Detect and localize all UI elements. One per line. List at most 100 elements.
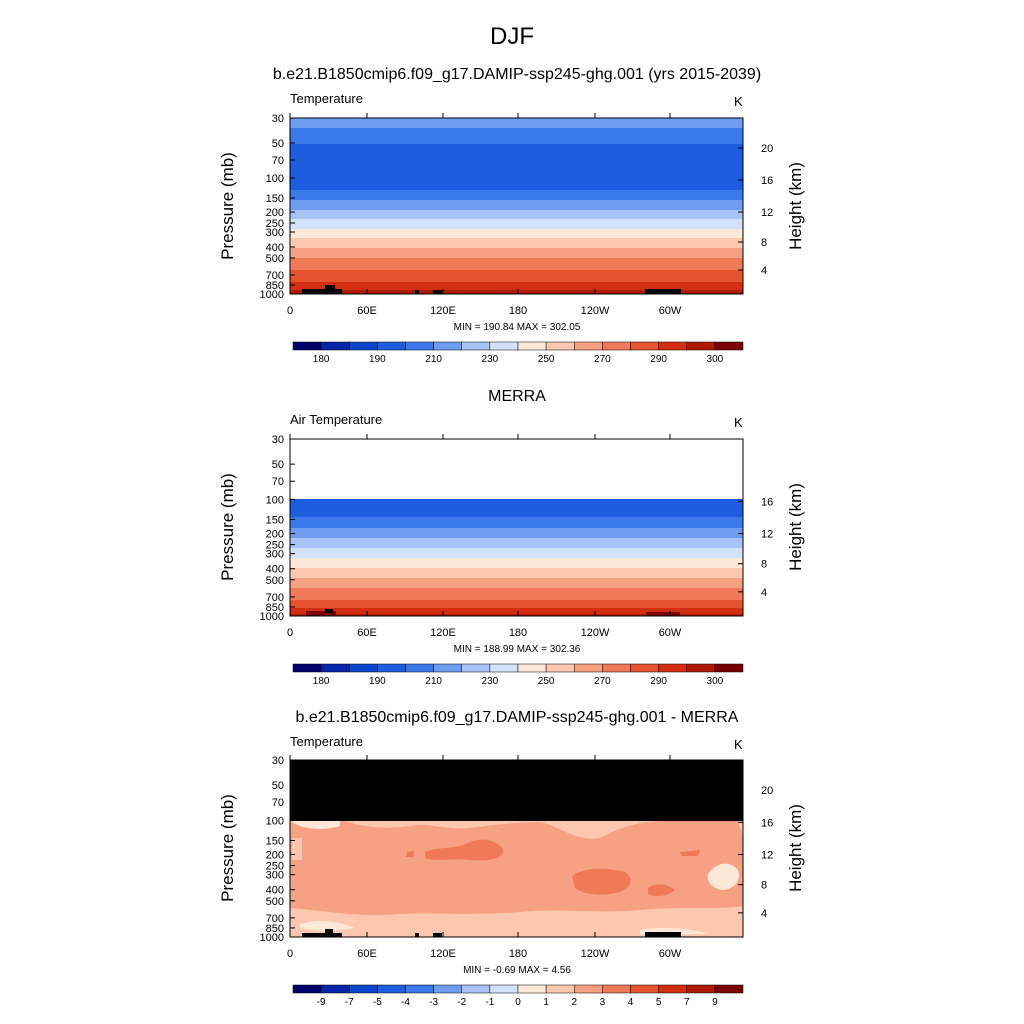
right-tick-label: 20 [761,143,773,155]
x-tick-label: 0 [287,305,293,317]
y-axis-title: Pressure (mb) [218,473,237,581]
y-tick-label: 50 [272,459,284,471]
y-tick-label: 100 [266,173,284,185]
x-tick-label: 60E [357,627,377,639]
y-tick-label: 300 [266,549,284,561]
colorbar-swatch [433,341,462,351]
colorbar-swatch [714,663,744,673]
band [290,190,743,200]
missing-data-region [290,760,743,821]
colorbar-swatch [461,663,491,673]
y-tick-label: 400 [266,564,284,576]
panel-merra-air-temperature: MERRA Air Temperature K 3050701001502002… [218,388,805,687]
colorbar-label: -4 [401,997,410,1008]
y-tick-label: 850 [266,923,284,935]
colorbar: 180 190 210 230 250 270 290 300 [292,341,744,365]
contour-region [425,839,504,861]
colorbar-swatch [602,663,631,673]
colorbar-label: 230 [482,354,499,365]
colorbar-swatch [405,341,434,351]
colorbar-swatch [602,984,631,994]
colorbar-swatch [405,984,434,994]
colorbar-label: 210 [425,354,442,365]
units-label: K [734,415,743,430]
band [290,282,743,290]
y-tick-label: 250 [266,218,284,230]
colorbar-label: 230 [482,676,499,687]
colorbar-label: 290 [650,676,667,687]
colorbar-label: -5 [373,997,382,1008]
colorbar-label: 250 [538,676,555,687]
band [290,528,743,538]
y-tick-label: 150 [266,514,284,526]
colorbar-swatch [545,984,575,994]
y-tick-label: 30 [272,113,284,125]
colorbar-swatch [292,663,322,673]
plot-frame [289,759,744,938]
topography-mask [433,290,442,294]
band [290,248,743,258]
topography-mask [302,933,342,937]
topography-mask [645,932,681,937]
band [290,517,743,528]
y-tick-label: 400 [266,242,284,254]
y-tick-label: 250 [266,861,284,873]
colorbar-label: 4 [628,997,634,1008]
topography-mask [415,933,419,937]
panel-left-label: Air Temperature [290,412,382,427]
colorbar-swatch [714,984,744,994]
colorbar-swatch [630,663,659,673]
x-tick-label: 120W [581,948,610,960]
y-tick-label: 100 [266,494,284,506]
band [290,548,743,558]
colorbar-label: -7 [345,997,354,1008]
y-tick-label: 500 [266,575,284,587]
x-tick-label: 120W [581,627,610,639]
contour-region [300,921,355,931]
colorbar-label: 180 [313,354,330,365]
y-tick-label: 300 [266,870,284,882]
colorbar-swatch [349,984,378,994]
y-axis-title: Pressure (mb) [218,152,237,260]
main-title: DJF [490,23,534,50]
band [290,600,743,608]
band [290,538,743,548]
y-tick-label: 700 [266,270,284,282]
x-tick-label: 60W [659,948,682,960]
colorbar-label: 270 [594,354,611,365]
y-tick-label: 700 [266,913,284,925]
band [290,499,743,517]
colorbar-swatch [517,663,547,673]
band [290,588,743,600]
colorbar-swatch [545,341,575,351]
x-tick-label: 180 [509,627,527,639]
y-tick-label: 200 [266,850,284,862]
colorbar-swatch [545,663,575,673]
y-tick-label: 850 [266,280,284,292]
colorbar: 180 190 210 230 250 270 290 300 [292,663,744,687]
plot-frame [289,438,744,617]
x-tick-label: 120E [430,948,456,960]
contour-region [707,863,740,890]
colorbar-swatch [574,663,603,673]
colorbar-swatch [349,663,378,673]
band [290,238,743,248]
contour-region [292,821,340,829]
right-tick-label: 4 [761,587,767,599]
colorbar-swatch [489,663,519,673]
difference-field [290,760,743,937]
x-tick-label: 180 [509,305,527,317]
band [290,219,743,229]
y-tick-label: 70 [272,476,284,488]
colorbar-label: 250 [538,354,555,365]
right-tick-label: 8 [761,880,767,892]
colorbar-swatch [574,341,603,351]
colorbar-swatch [602,341,631,351]
colorbar-swatch [630,984,659,994]
y-tick-label: 50 [272,138,284,150]
colorbar-label: 0 [515,997,521,1008]
colorbar-swatch [658,341,687,351]
colorbar-swatch [405,663,434,673]
